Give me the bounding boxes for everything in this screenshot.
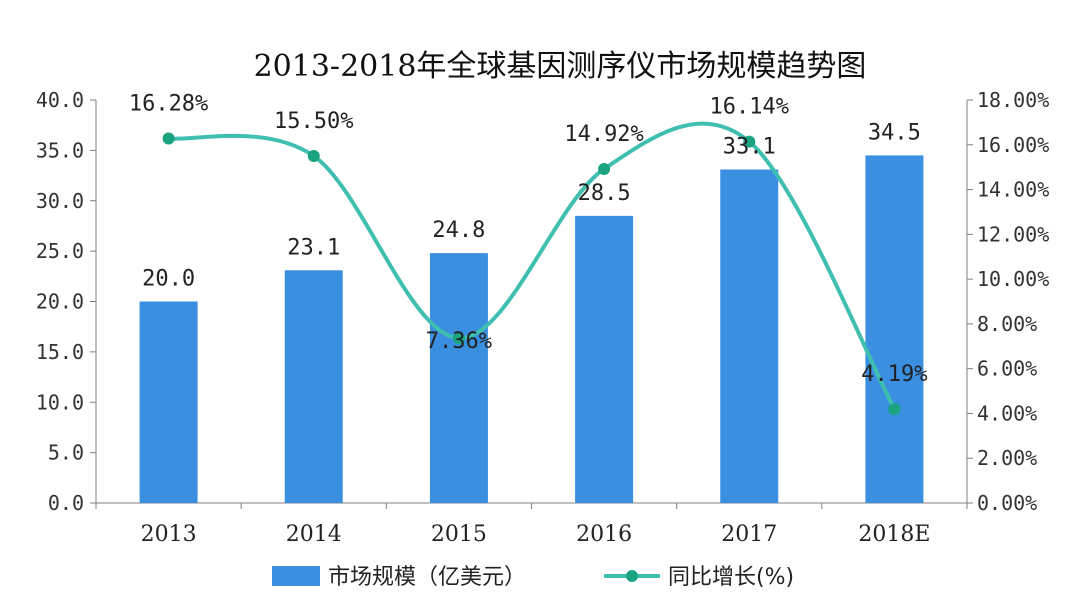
line-value-label: 16.14% <box>710 95 789 120</box>
right-tick-label: 12.00% <box>977 222 1049 246</box>
line-point <box>598 162 611 175</box>
bar-value-label: 28.5 <box>578 181 631 206</box>
line-point <box>452 332 465 345</box>
right-tick-label: 8.00% <box>977 312 1037 336</box>
legend-line-marker <box>626 570 638 582</box>
bar-value-label: 23.1 <box>287 235 340 260</box>
bar <box>720 169 779 503</box>
x-tick-label: 2014 <box>286 522 342 547</box>
bar-value-label: 24.8 <box>432 218 485 243</box>
left-tick-label: 0.0 <box>48 491 84 515</box>
right-tick-label: 16.00% <box>977 133 1049 157</box>
chart-title: 2013-2018年全球基因测序仪市场规模趋势图 <box>254 49 867 84</box>
left-tick-label: 35.0 <box>36 138 84 162</box>
right-tick-label: 14.00% <box>977 178 1049 202</box>
x-tick-label: 2018E <box>858 522 930 547</box>
legend-bar-swatch <box>272 566 320 586</box>
bar-value-label: 20.0 <box>142 267 195 292</box>
bars-group <box>139 155 924 504</box>
left-tick-label: 40.0 <box>36 88 84 112</box>
axes: 0.0 5.0 10.0 15.0 20.0 25.0 30.0 35.0 40.0 0.00% 2… <box>36 88 1049 547</box>
bar <box>139 301 198 503</box>
x-tick-label: 2016 <box>576 522 632 547</box>
bar <box>865 155 924 503</box>
right-tick-label: 18.00% <box>977 88 1049 112</box>
line-value-label: 14.92% <box>564 122 643 147</box>
line-point <box>888 403 901 416</box>
left-tick-label: 25.0 <box>36 239 84 263</box>
bar <box>284 270 343 503</box>
line-value-label: 4.19% <box>861 362 927 387</box>
growth-line <box>168 121 897 411</box>
right-tick-label: 4.00% <box>977 401 1037 425</box>
left-tick-label: 10.0 <box>36 390 84 414</box>
x-tick-label: 2017 <box>721 522 777 547</box>
legend-bar-label: 市场规模（亿美元） <box>328 565 526 590</box>
right-tick-label: 2.00% <box>977 446 1037 470</box>
bar <box>575 215 634 504</box>
line-point <box>307 149 320 162</box>
left-tick-label: 5.0 <box>48 441 84 465</box>
bar-value-label: 33.1 <box>723 135 776 160</box>
line-value-label: 15.50% <box>274 109 353 134</box>
legend-line-label: 同比增长(%) <box>668 565 794 590</box>
right-tick-label: 10.00% <box>977 267 1049 291</box>
data-labels: 20.0 23.1 24.8 28.5 33.1 34.5 16.28% 15.50% 7.36… <box>129 92 928 388</box>
x-tick-label: 2015 <box>431 522 487 547</box>
line-value-label: 16.28% <box>129 92 208 117</box>
line-group <box>162 121 901 416</box>
line-point <box>743 135 756 148</box>
line-point <box>162 132 175 145</box>
left-tick-label: 20.0 <box>36 290 84 314</box>
legend: 市场规模（亿美元） 同比增长(%) <box>272 565 794 590</box>
line-value-label: 7.36% <box>426 329 492 354</box>
bar <box>429 253 488 503</box>
left-tick-label: 15.0 <box>36 340 84 364</box>
x-tick-label: 2013 <box>141 522 197 547</box>
bar-value-label: 34.5 <box>868 120 921 145</box>
right-tick-label: 0.00% <box>977 491 1037 515</box>
right-tick-label: 6.00% <box>977 357 1037 381</box>
left-tick-label: 30.0 <box>36 189 84 213</box>
